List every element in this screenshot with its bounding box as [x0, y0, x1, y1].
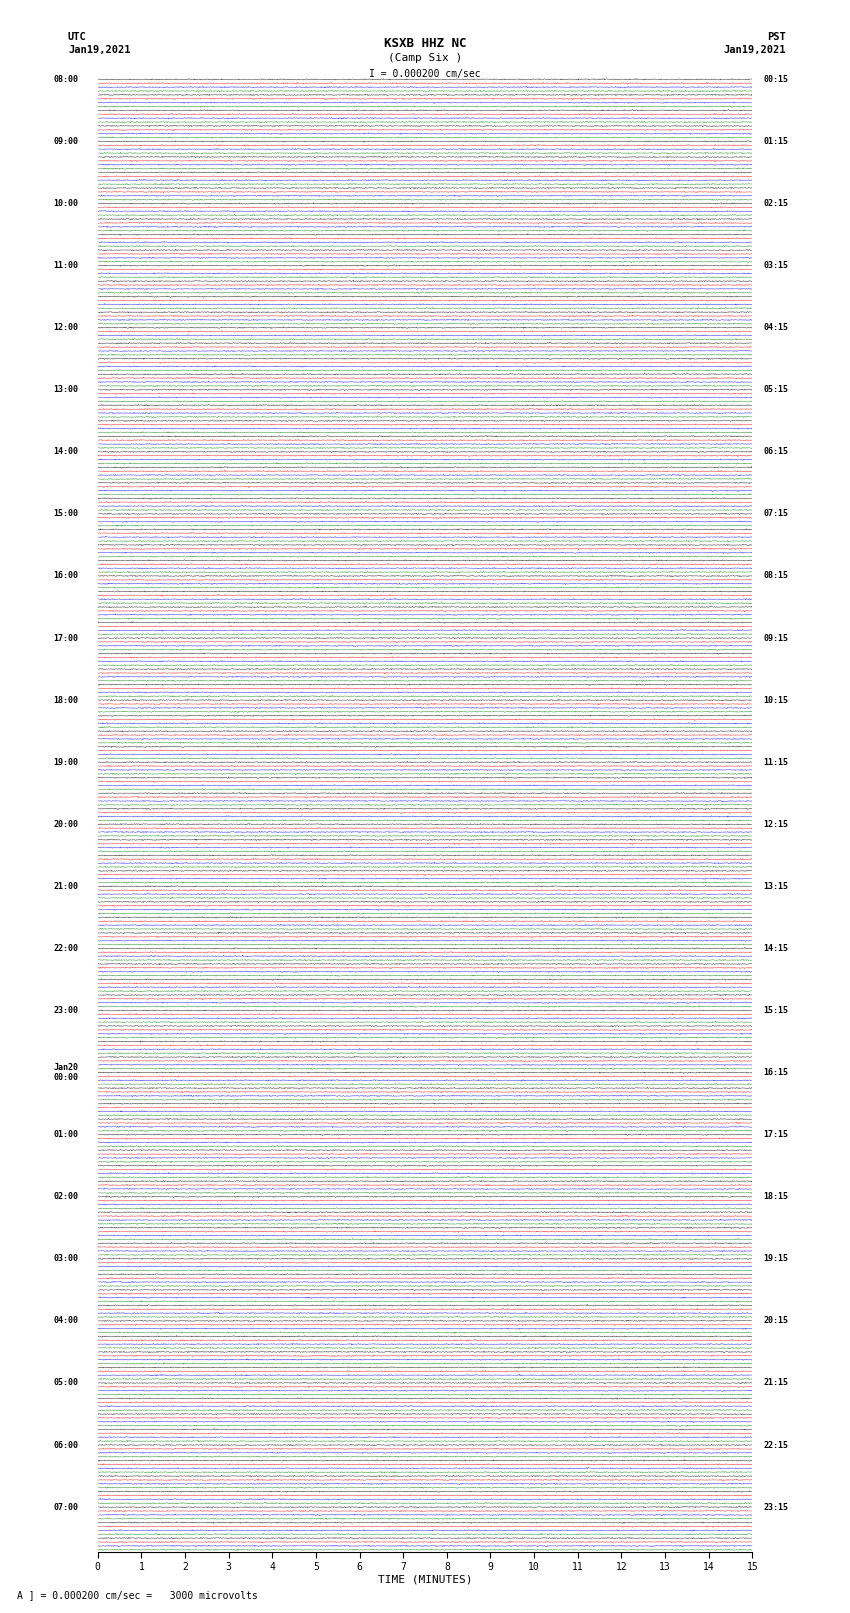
Text: 05:00: 05:00 [53, 1379, 78, 1387]
Text: 18:00: 18:00 [53, 695, 78, 705]
Text: 02:15: 02:15 [763, 198, 788, 208]
Text: 10:00: 10:00 [53, 198, 78, 208]
Text: A ] = 0.000200 cm/sec =   3000 microvolts: A ] = 0.000200 cm/sec = 3000 microvolts [17, 1590, 258, 1600]
Text: 18:15: 18:15 [763, 1192, 788, 1202]
Text: 07:15: 07:15 [763, 510, 788, 518]
Text: 09:00: 09:00 [53, 137, 78, 145]
Text: 00:15: 00:15 [763, 74, 788, 84]
Text: 11:15: 11:15 [763, 758, 788, 766]
Text: 11:00: 11:00 [53, 261, 78, 269]
Text: 20:15: 20:15 [763, 1316, 788, 1326]
Text: 05:15: 05:15 [763, 386, 788, 394]
Text: 19:00: 19:00 [53, 758, 78, 766]
Text: Jan20
00:00: Jan20 00:00 [53, 1063, 78, 1082]
Text: 21:00: 21:00 [53, 882, 78, 890]
Text: 22:00: 22:00 [53, 944, 78, 953]
Text: 06:00: 06:00 [53, 1440, 78, 1450]
Text: 07:00: 07:00 [53, 1503, 78, 1511]
Text: 15:15: 15:15 [763, 1007, 788, 1015]
Text: 03:15: 03:15 [763, 261, 788, 269]
Text: 12:00: 12:00 [53, 323, 78, 332]
Text: 15:00: 15:00 [53, 510, 78, 518]
Text: 16:15: 16:15 [763, 1068, 788, 1077]
Text: 09:15: 09:15 [763, 634, 788, 642]
Text: 01:15: 01:15 [763, 137, 788, 145]
Text: 17:00: 17:00 [53, 634, 78, 642]
Text: 20:00: 20:00 [53, 819, 78, 829]
Text: 01:00: 01:00 [53, 1131, 78, 1139]
Text: 10:15: 10:15 [763, 695, 788, 705]
Text: 23:15: 23:15 [763, 1503, 788, 1511]
Text: 12:15: 12:15 [763, 819, 788, 829]
Text: 04:00: 04:00 [53, 1316, 78, 1326]
Text: 13:15: 13:15 [763, 882, 788, 890]
Text: 22:15: 22:15 [763, 1440, 788, 1450]
Text: 14:15: 14:15 [763, 944, 788, 953]
Text: Jan19,2021: Jan19,2021 [723, 45, 786, 55]
Text: 08:15: 08:15 [763, 571, 788, 581]
Text: 19:15: 19:15 [763, 1255, 788, 1263]
Text: 03:00: 03:00 [53, 1255, 78, 1263]
Text: 21:15: 21:15 [763, 1379, 788, 1387]
Text: 13:00: 13:00 [53, 386, 78, 394]
Text: 17:15: 17:15 [763, 1131, 788, 1139]
Text: UTC: UTC [68, 32, 87, 42]
Text: 04:15: 04:15 [763, 323, 788, 332]
X-axis label: TIME (MINUTES): TIME (MINUTES) [377, 1574, 473, 1586]
Text: KSXB HHZ NC: KSXB HHZ NC [383, 37, 467, 50]
Text: PST: PST [768, 32, 786, 42]
Text: Jan19,2021: Jan19,2021 [68, 45, 131, 55]
Text: 08:00: 08:00 [53, 74, 78, 84]
Text: I = 0.000200 cm/sec: I = 0.000200 cm/sec [369, 69, 481, 79]
Text: (Camp Six ): (Camp Six ) [388, 53, 462, 63]
Text: 02:00: 02:00 [53, 1192, 78, 1202]
Text: 16:00: 16:00 [53, 571, 78, 581]
Text: 14:00: 14:00 [53, 447, 78, 456]
Text: 23:00: 23:00 [53, 1007, 78, 1015]
Text: 06:15: 06:15 [763, 447, 788, 456]
